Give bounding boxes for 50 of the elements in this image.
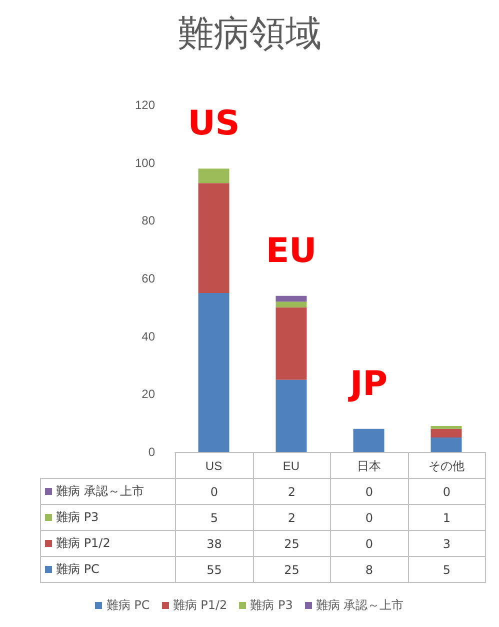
- x-tick-label: その他: [428, 459, 464, 473]
- bar: [198, 168, 230, 184]
- data-label: 2: [253, 504, 330, 530]
- data-label: 25: [253, 556, 330, 582]
- bar: [276, 380, 307, 452]
- legend-label: 難病 承認～上市: [40, 478, 176, 504]
- data-label: 0: [330, 530, 408, 556]
- data-label: 0: [330, 478, 408, 504]
- data-label: 0: [176, 478, 253, 504]
- text: 難病 P3: [250, 598, 293, 612]
- bar: [198, 292, 230, 452]
- bar: [430, 438, 462, 452]
- data-label: 3: [408, 530, 486, 556]
- text: 難病 PC: [106, 598, 150, 612]
- data-label: 25: [253, 530, 330, 556]
- data-label: 5: [408, 556, 486, 582]
- annotation: JP: [348, 364, 388, 404]
- data-label: 2: [253, 478, 330, 504]
- bar: [430, 426, 462, 429]
- bar: [198, 183, 230, 293]
- data-label: 5: [176, 504, 253, 530]
- x-tick-label: US: [205, 459, 222, 473]
- text: 難病 承認～上市: [316, 598, 404, 612]
- legend-label: 難病 P1/2: [40, 530, 176, 556]
- y-tick-label: 100: [134, 156, 156, 170]
- data-label: 8: [330, 556, 408, 582]
- bar: [276, 296, 307, 302]
- data-label: 1: [408, 504, 486, 530]
- y-tick-label: 0: [148, 445, 156, 459]
- x-tick-label: EU: [282, 459, 300, 473]
- annotation: EU: [266, 230, 317, 271]
- bar: [353, 428, 384, 452]
- y-tick-label: 40: [142, 329, 156, 344]
- y-tick-label: 20: [142, 387, 156, 402]
- y-tick-label: 60: [142, 272, 156, 286]
- data-label: 0: [330, 504, 408, 530]
- y-tick-label: 80: [142, 214, 156, 228]
- y-tick-label: 120: [134, 98, 156, 112]
- bar: [430, 428, 462, 438]
- data-label: 38: [176, 530, 253, 556]
- legend-label: 難病 PC: [40, 556, 176, 582]
- data-label: 0: [408, 478, 486, 504]
- annotation: US: [188, 104, 240, 144]
- text: 難病 P1/2: [172, 598, 228, 612]
- x-tick-label: 日本: [356, 459, 381, 473]
- data-label: 55: [176, 556, 253, 582]
- bar: [276, 307, 307, 380]
- chart-title: 難病領域: [178, 12, 322, 54]
- bar: [276, 302, 307, 308]
- legend-label: 難病 P3: [40, 504, 176, 530]
